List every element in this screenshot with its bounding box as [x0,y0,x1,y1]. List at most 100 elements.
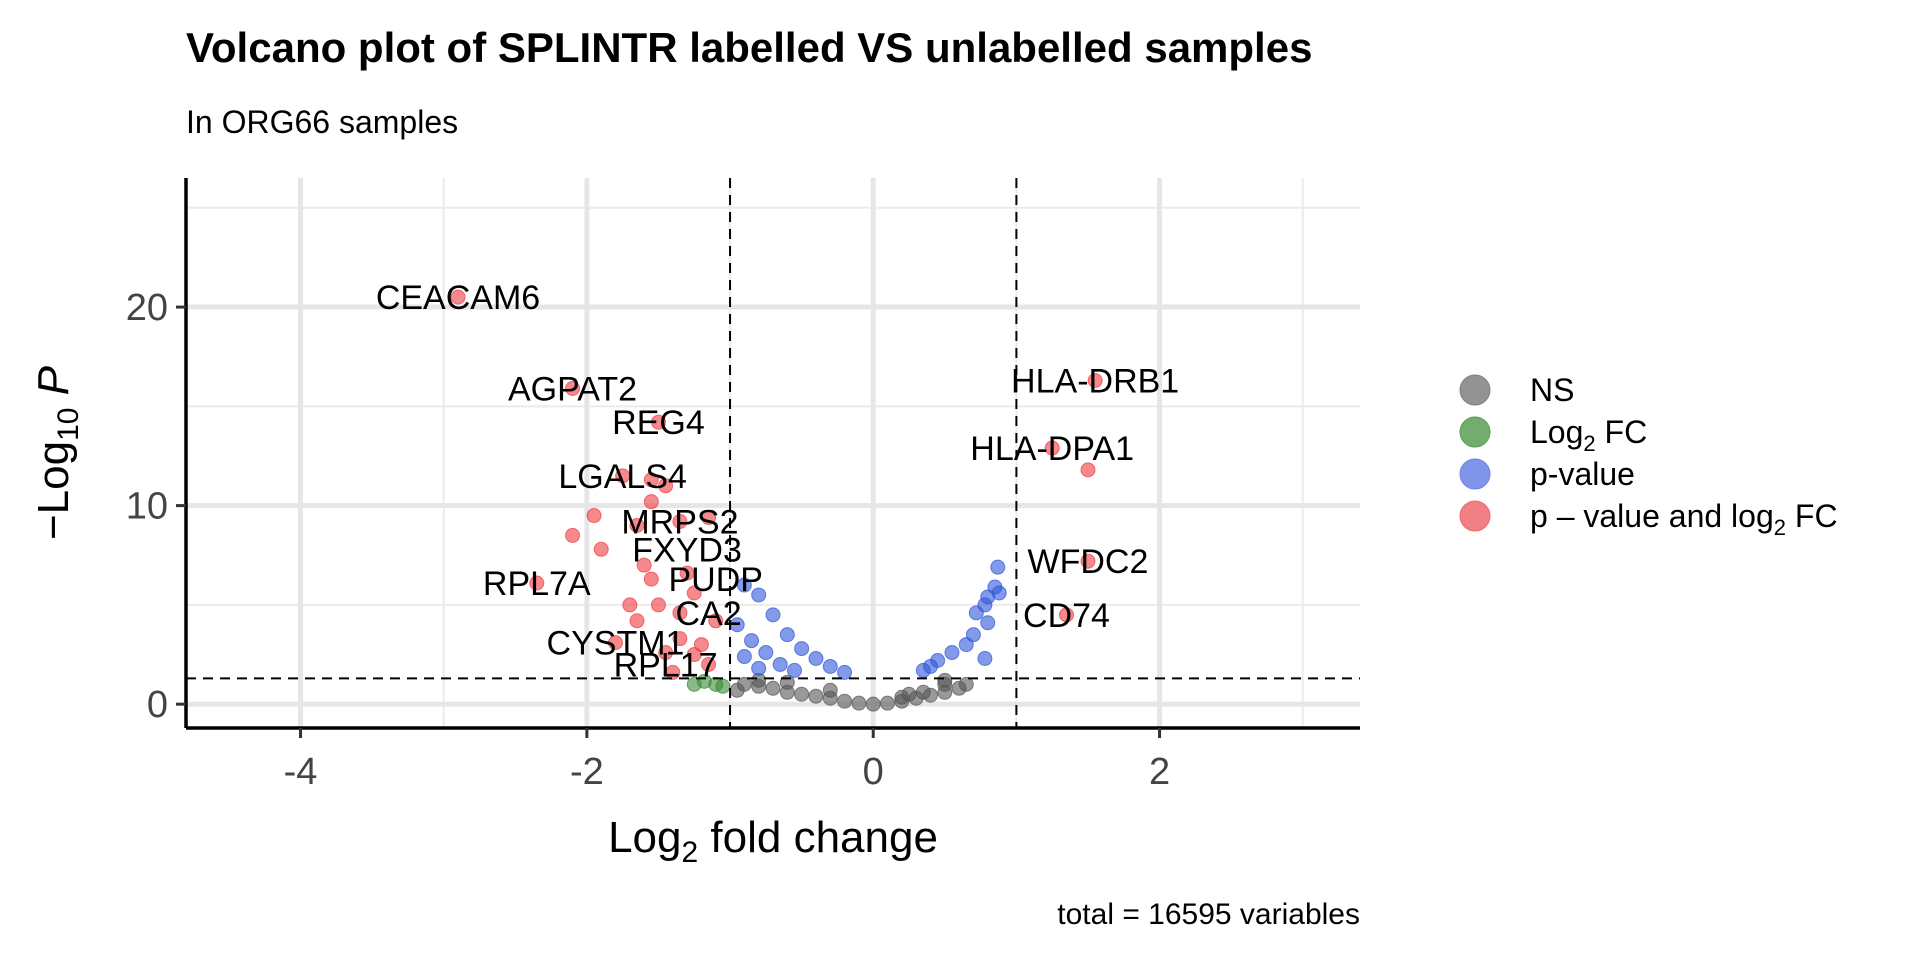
chart-caption: total = 16595 variables [1057,898,1360,931]
data-point [665,664,681,680]
data-point [650,414,666,430]
data-point [786,662,802,678]
gene-label: PUDP [668,561,762,599]
legend-key [1459,374,1491,406]
y-tick-label: 0 [147,684,168,726]
data-point [729,682,745,698]
gene-label: RPL7A [483,565,591,603]
data-point [643,494,659,510]
data-point [765,607,781,623]
gene-label: AGPAT2 [508,370,637,408]
data-point [794,641,810,657]
data-point [629,517,645,533]
gene-label: CA2 [676,595,742,633]
legend-label: NS [1530,372,1574,408]
x-tick-label: 0 [863,751,884,793]
data-point [736,649,752,665]
data-point [1059,607,1074,623]
data-point [672,514,688,530]
data-point [708,613,724,629]
data-point [629,613,645,629]
data-point [744,633,760,649]
data-point [608,635,624,651]
data-point [586,508,602,524]
data-point [736,577,752,593]
data-point [643,472,659,488]
data-point [672,605,688,621]
x-tick-label: -2 [570,751,604,793]
chart-subtitle: In ORG66 samples [186,104,459,140]
data-point [636,557,652,573]
data-point [715,678,731,694]
legend-key [1459,500,1491,532]
data-point [529,575,545,591]
data-point [701,656,717,672]
legend-label: Log2 FC [1530,414,1647,456]
data-point [837,693,853,709]
data-point [679,565,695,581]
data-point [937,672,953,688]
data-point [1080,462,1096,478]
data-point [751,587,767,603]
data-point [822,658,838,674]
data-point [701,510,717,526]
data-point [658,478,674,494]
data-point [779,627,795,643]
gene-label: MRPS2 [621,504,738,542]
gene-label: CEACAM6 [376,279,540,317]
data-point [643,571,659,587]
legend-label: p-value [1530,456,1635,492]
gene-label: CD74 [1023,597,1110,635]
data-point [808,651,824,667]
gene-label: REG4 [612,404,705,442]
gene-label: LGALS4 [558,458,687,496]
gene-label: FXYD3 [632,531,742,569]
data-point [765,680,781,696]
data-point [880,695,896,711]
data-point [615,468,631,484]
chart-title: Volcano plot of SPLINTR labelled VS unla… [186,24,1313,71]
data-point [968,605,984,621]
data-point [672,631,688,647]
data-point [565,380,581,396]
data-point [650,597,666,613]
data-point [958,676,974,692]
y-tick-label: 20 [126,287,168,329]
data-point [865,696,881,712]
data-point [980,615,996,631]
data-point [622,597,638,613]
x-tick-label: 2 [1149,751,1170,793]
legend-key [1459,458,1491,490]
data-point [593,541,609,557]
data-point [693,637,709,653]
data-point [901,686,917,702]
x-axis-title: Log2 fold change [608,813,938,869]
data-point [658,645,674,661]
gene-label: CYSTM1 [547,625,685,663]
y-tick-label: 10 [126,486,168,528]
data-point [1087,373,1103,389]
data-point [450,289,466,305]
data-point [1044,440,1060,456]
data-point [758,645,774,661]
x-tick-label: -4 [284,751,318,793]
data-point [851,695,867,711]
y-axis-title: −Log10 P [29,365,85,540]
gene-label: HLA-DPA1 [970,430,1134,468]
data-point [837,664,853,680]
data-point [915,684,931,700]
data-point [977,651,993,667]
data-point [808,688,824,704]
data-point [794,686,810,702]
data-point [822,682,838,698]
data-point [958,637,974,653]
legend-key [1459,416,1491,448]
data-point [1080,553,1096,569]
data-point [686,585,702,601]
legend-label: p – value and log2 FC [1530,498,1838,540]
data-point [990,559,1006,575]
data-point [751,660,767,676]
data-point [944,645,960,661]
data-point [772,656,788,672]
